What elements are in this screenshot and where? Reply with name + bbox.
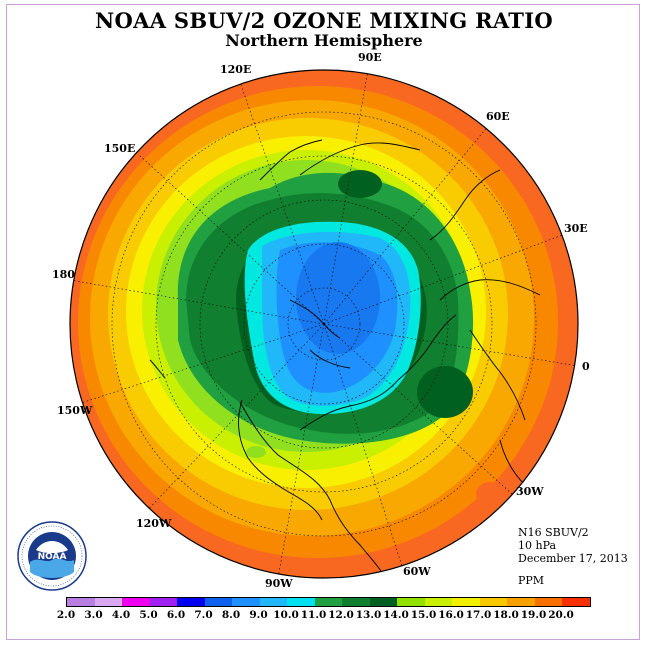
colorbar-swatch	[94, 598, 122, 606]
colorbar-swatch	[177, 598, 205, 606]
colorbar-tick-label: 15.0	[410, 609, 437, 621]
colorbar-tick-label: 4.0	[111, 609, 131, 621]
lon-label-150w: 150W	[57, 404, 93, 417]
colorbar-swatch	[287, 598, 315, 606]
colorbar-tick-label: 6.0	[166, 609, 186, 621]
lon-label-90e: 90E	[358, 51, 382, 64]
lon-label-180: 180	[52, 268, 75, 281]
colorbar-swatch	[122, 598, 150, 606]
colorbar-swatch	[452, 598, 480, 606]
colorbar-swatch	[507, 598, 535, 606]
colorbar-tick-label: 18.0	[493, 609, 519, 621]
colorbar-swatch	[232, 598, 260, 606]
svg-text:NOAA: NOAA	[38, 552, 67, 562]
instrument-name: N16 SBUV/2	[518, 526, 589, 539]
colorbar-tick-label: 19.0	[520, 609, 547, 621]
colorbar-tick-label: 8.0	[221, 609, 241, 621]
units-label: PPM	[518, 574, 545, 587]
colorbar-swatch	[149, 598, 177, 606]
map-boundary	[69, 69, 579, 579]
map-subtitle: Northern Hemisphere	[225, 31, 423, 50]
lon-label-60w: 60W	[403, 565, 431, 578]
noaa-logo: NOAA	[16, 520, 88, 592]
colorbar-swatch	[424, 598, 452, 606]
colorbar-swatch	[562, 598, 590, 606]
colorbar-tick-label: 5.0	[139, 609, 158, 621]
lon-label-60e: 60E	[486, 110, 510, 123]
colorbar-swatch	[259, 598, 287, 606]
colorbar-swatch	[204, 598, 232, 606]
colorbar-swatch	[67, 598, 95, 606]
colorbar-tick-label: 10.0	[273, 609, 299, 621]
colorbar-tick-label: 14.0	[383, 609, 409, 621]
lon-label-120e: 120E	[220, 63, 252, 76]
colorbar-tick-label: 16.0	[438, 609, 464, 621]
lon-label-90w: 90W	[265, 577, 293, 590]
colorbar-tick-label: 3.0	[84, 609, 103, 621]
colorbar-swatch	[314, 598, 342, 606]
colorbar-tick-label: 12.0	[328, 609, 354, 621]
colorbar-tick-label: 17.0	[465, 609, 492, 621]
colorbar-swatch	[369, 598, 397, 606]
colorbar-tick-label: 13.0	[355, 609, 382, 621]
observation-date: December 17, 2013	[518, 552, 628, 565]
colorbar-swatch	[342, 598, 370, 606]
lon-label-0: 0	[582, 360, 590, 373]
colorbar-tick-label: 9.0	[249, 609, 268, 621]
lon-label-150e: 150E	[104, 142, 136, 155]
colorbar-swatch	[534, 598, 562, 606]
lon-label-120w: 120W	[136, 517, 172, 530]
colorbar-tick-label: 7.0	[194, 609, 213, 621]
colorbar-tick-label: 20.0	[548, 609, 574, 621]
colorbar-tick-label: 11.0	[300, 609, 327, 621]
colorbar-swatch	[397, 598, 425, 606]
lon-label-30w: 30W	[516, 485, 544, 498]
map-title: NOAA SBUV/2 OZONE MIXING RATIO	[95, 8, 553, 33]
colorbar-tick-label: 2.0	[56, 609, 76, 621]
colorbar	[66, 597, 591, 607]
dataset-info: N16 SBUV/2 10 hPa December 17, 2013	[518, 526, 628, 565]
lon-label-30e: 30E	[564, 222, 588, 235]
colorbar-ticks: 2.0 3.0 4.0 5.0 6.0 7.0 8.0 9.0 10.0 11.0 12.0 13.0…	[0, 609, 648, 623]
colorbar-swatch	[479, 598, 507, 606]
graticule	[70, 70, 578, 578]
figure-frame	[6, 4, 640, 640]
pressure-level: 10 hPa	[518, 539, 557, 552]
